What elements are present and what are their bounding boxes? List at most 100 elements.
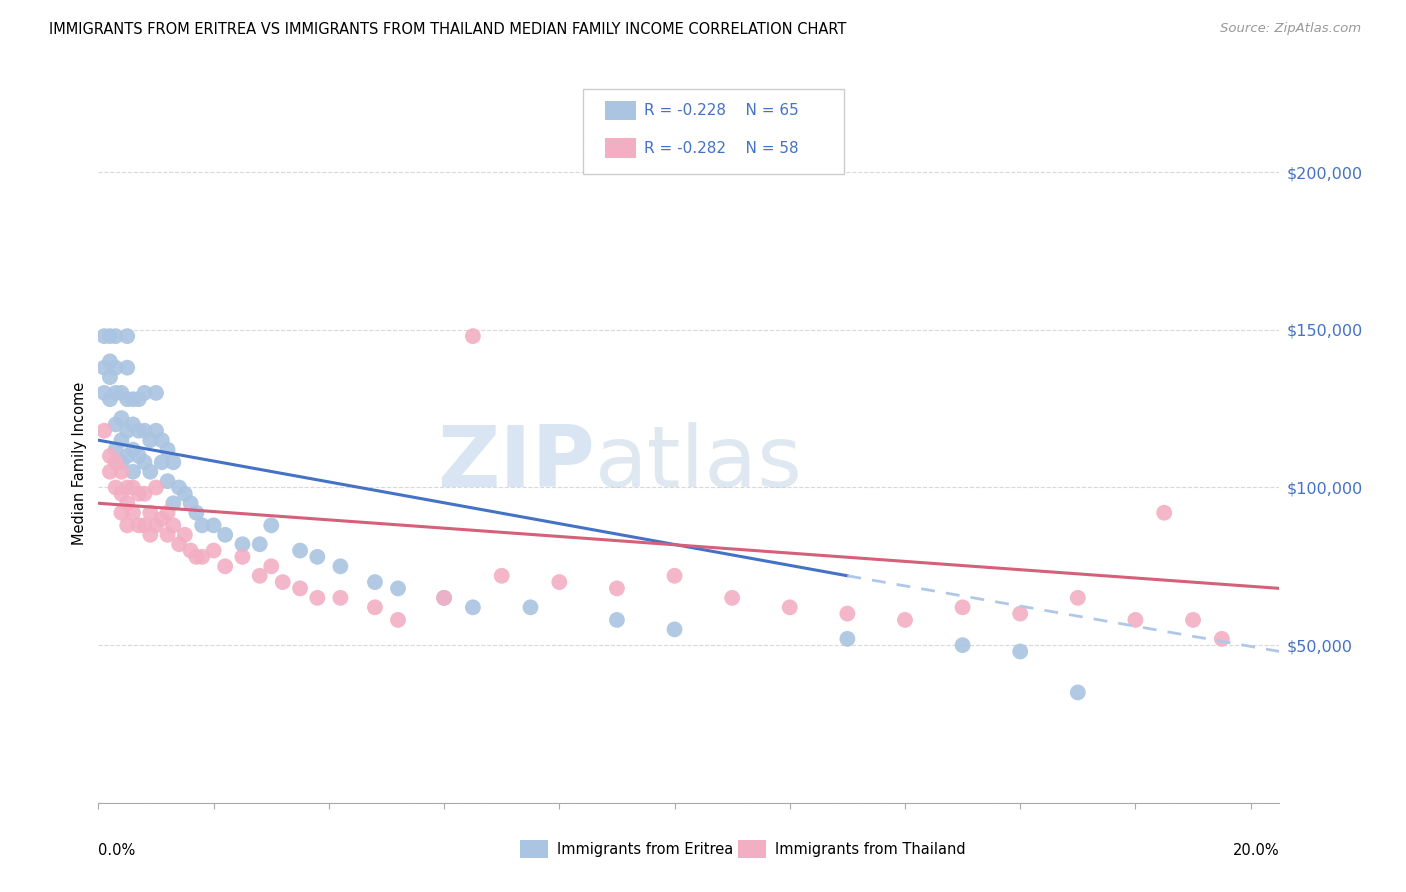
Text: IMMIGRANTS FROM ERITREA VS IMMIGRANTS FROM THAILAND MEDIAN FAMILY INCOME CORRELA: IMMIGRANTS FROM ERITREA VS IMMIGRANTS FR… bbox=[49, 22, 846, 37]
Point bbox=[307, 591, 329, 605]
Point bbox=[461, 329, 484, 343]
Point bbox=[115, 392, 138, 407]
Point bbox=[110, 411, 132, 425]
Point bbox=[134, 455, 156, 469]
Point bbox=[128, 449, 150, 463]
Point bbox=[664, 568, 686, 582]
Point bbox=[110, 433, 132, 447]
Point bbox=[433, 591, 456, 605]
Point bbox=[364, 600, 387, 615]
Point bbox=[387, 582, 409, 596]
Point bbox=[104, 455, 127, 469]
Point bbox=[260, 559, 283, 574]
Point bbox=[249, 568, 271, 582]
Point bbox=[156, 506, 179, 520]
Point bbox=[98, 465, 121, 479]
Text: ZIP: ZIP bbox=[437, 422, 595, 506]
Text: Source: ZipAtlas.com: Source: ZipAtlas.com bbox=[1220, 22, 1361, 36]
Point bbox=[93, 329, 115, 343]
Point bbox=[150, 512, 173, 526]
Point bbox=[202, 543, 225, 558]
Point bbox=[122, 417, 145, 432]
Point bbox=[110, 506, 132, 520]
Point bbox=[260, 518, 283, 533]
Point bbox=[122, 442, 145, 457]
Point bbox=[173, 487, 195, 501]
Point bbox=[186, 506, 208, 520]
Point bbox=[329, 591, 352, 605]
Point bbox=[433, 591, 456, 605]
Point bbox=[104, 329, 127, 343]
Point bbox=[519, 600, 541, 615]
Point bbox=[271, 575, 294, 590]
Point bbox=[139, 506, 162, 520]
Point bbox=[156, 474, 179, 488]
Point bbox=[98, 354, 121, 368]
Point bbox=[104, 385, 127, 400]
Point bbox=[139, 465, 162, 479]
Point bbox=[93, 424, 115, 438]
Point bbox=[104, 360, 127, 375]
Point bbox=[98, 392, 121, 407]
Point bbox=[952, 600, 974, 615]
Point bbox=[952, 638, 974, 652]
Point bbox=[145, 481, 167, 495]
Point bbox=[721, 591, 744, 605]
Point bbox=[122, 481, 145, 495]
Point bbox=[837, 632, 859, 646]
Point bbox=[104, 442, 127, 457]
Point bbox=[329, 559, 352, 574]
Point bbox=[214, 559, 236, 574]
Text: atlas: atlas bbox=[595, 422, 803, 506]
Point bbox=[288, 582, 311, 596]
Text: 20.0%: 20.0% bbox=[1233, 844, 1279, 858]
Text: R = -0.228    N = 65: R = -0.228 N = 65 bbox=[644, 103, 799, 118]
Point bbox=[145, 385, 167, 400]
Point bbox=[104, 417, 127, 432]
Point bbox=[98, 370, 121, 384]
Point bbox=[156, 442, 179, 457]
Text: 0.0%: 0.0% bbox=[98, 844, 135, 858]
Point bbox=[110, 487, 132, 501]
Point bbox=[134, 424, 156, 438]
Point bbox=[115, 449, 138, 463]
Point bbox=[1067, 685, 1090, 699]
Point bbox=[191, 518, 214, 533]
Point bbox=[180, 496, 202, 510]
Point bbox=[1153, 506, 1175, 520]
Point bbox=[288, 543, 311, 558]
Point bbox=[139, 528, 162, 542]
Point bbox=[134, 518, 156, 533]
Point bbox=[122, 392, 145, 407]
Point bbox=[606, 582, 628, 596]
Point bbox=[1182, 613, 1205, 627]
Point bbox=[214, 528, 236, 542]
Point bbox=[115, 496, 138, 510]
Text: Immigrants from Eritrea: Immigrants from Eritrea bbox=[557, 842, 733, 856]
Point bbox=[180, 543, 202, 558]
Point bbox=[145, 424, 167, 438]
Point bbox=[231, 537, 253, 551]
Point bbox=[110, 385, 132, 400]
Point bbox=[110, 455, 132, 469]
Point bbox=[98, 449, 121, 463]
Point bbox=[128, 424, 150, 438]
Point bbox=[1125, 613, 1147, 627]
Point bbox=[664, 623, 686, 637]
Point bbox=[167, 537, 190, 551]
Point bbox=[162, 518, 184, 533]
Point bbox=[162, 496, 184, 510]
Point bbox=[202, 518, 225, 533]
Point bbox=[173, 528, 195, 542]
Point bbox=[150, 455, 173, 469]
Point bbox=[307, 549, 329, 564]
Point bbox=[115, 481, 138, 495]
Point bbox=[364, 575, 387, 590]
Point bbox=[894, 613, 917, 627]
Point bbox=[491, 568, 513, 582]
Point bbox=[122, 506, 145, 520]
Y-axis label: Median Family Income: Median Family Income bbox=[72, 382, 87, 546]
Point bbox=[128, 487, 150, 501]
Point bbox=[1067, 591, 1090, 605]
Point bbox=[115, 424, 138, 438]
